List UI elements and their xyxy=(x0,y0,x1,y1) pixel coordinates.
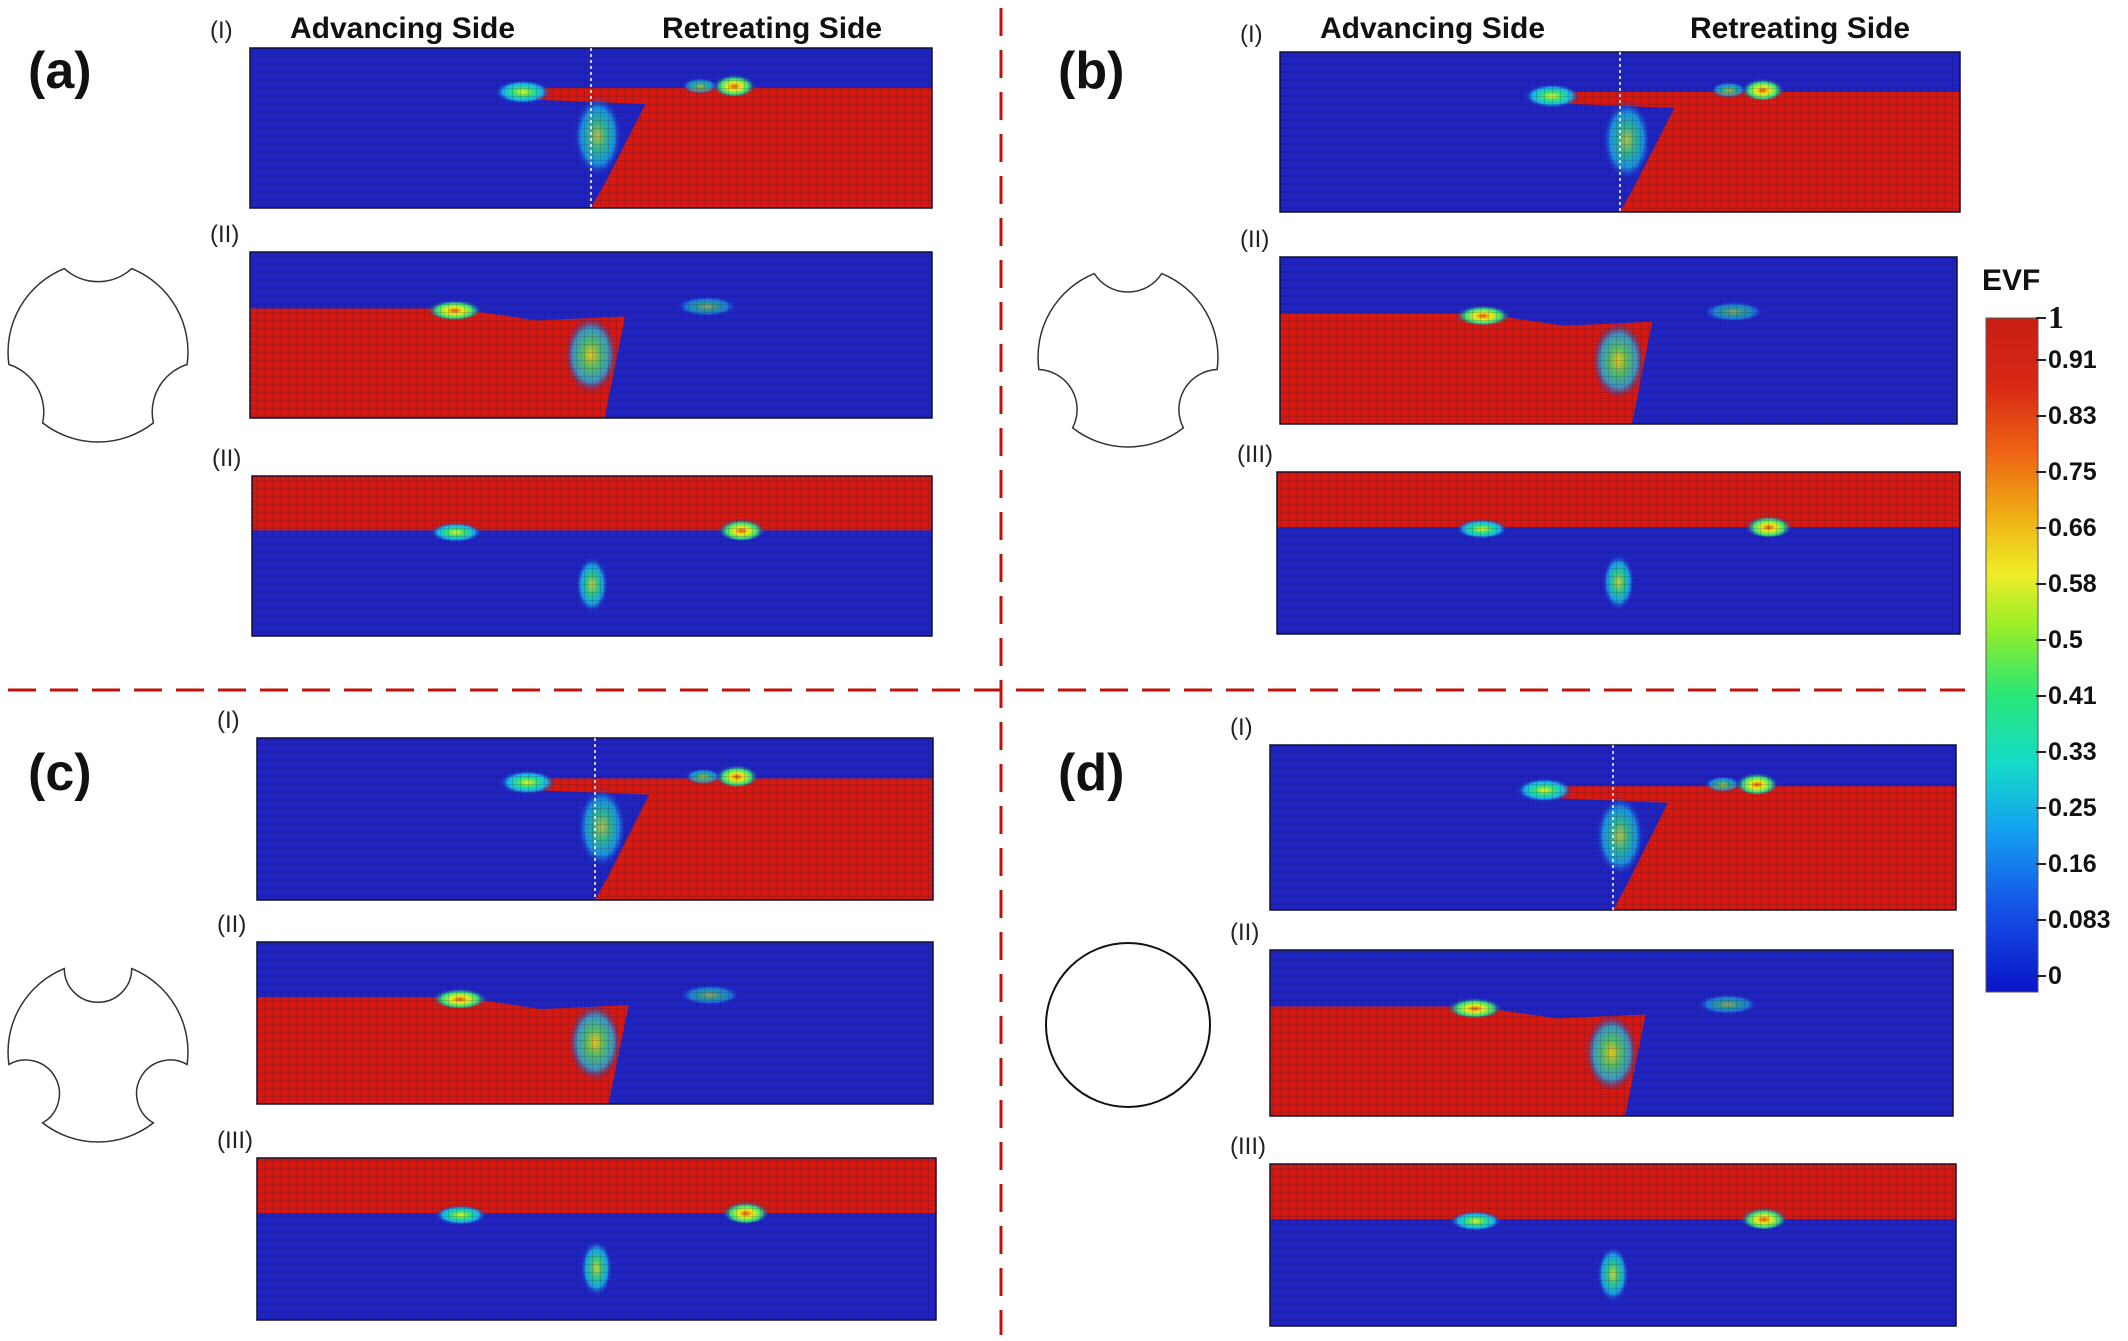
panel-b-2: (II) xyxy=(1240,226,1958,425)
tool-profile xyxy=(1037,272,1219,448)
panel-a-2: (II) xyxy=(210,221,933,419)
panel-label: (II) xyxy=(217,911,246,938)
panel-frame xyxy=(249,251,933,419)
panel-c-2: (II) xyxy=(217,911,934,1105)
mesh-grid xyxy=(1270,1164,1956,1326)
retreating-side-label: Retreating Side xyxy=(1690,12,1910,45)
quadrant-b: (b) (I) (II) (III) Advancing Side Retreating … xyxy=(1037,12,1961,635)
colorbar-tick-label: 0.58 xyxy=(2048,570,2097,598)
panel-label: (III) xyxy=(1230,1133,1266,1160)
panel-label: (I) xyxy=(210,17,233,44)
panel-b-3: (III) xyxy=(1237,441,1961,635)
quadrant-label-d: (d) xyxy=(1058,744,1124,802)
tool-profile xyxy=(7,967,189,1143)
quadrant-label-b: (b) xyxy=(1058,42,1124,100)
colorbar-tick-label: 0.083 xyxy=(2048,906,2111,934)
panel-label: (II) xyxy=(212,445,241,472)
colorbar-tick-label: 0.33 xyxy=(2048,738,2097,766)
colorbar-tick-label: 0.16 xyxy=(2048,850,2097,878)
colorbar-tick-label: 0.66 xyxy=(2048,514,2097,542)
mesh-grid xyxy=(252,476,932,636)
colorbar-tick-label: 0.91 xyxy=(2048,346,2097,374)
evf-colorbar: EVF 1 0.91 0.83 0.75 0.66 0.58 0.5 0.41 0.33 0.25… xyxy=(1982,264,2111,993)
colorbar-title: EVF xyxy=(1982,264,2040,297)
quadrant-c: (c) (I) (II) (III) xyxy=(7,707,937,1321)
panel-label: (II) xyxy=(1240,226,1269,253)
colorbar-scale xyxy=(1985,317,2039,993)
colorbar-tick-label: 0 xyxy=(2048,962,2062,990)
colorbar-tick-label: 1 xyxy=(2048,299,2064,335)
panel-label: (III) xyxy=(1237,441,1273,468)
panel-b-1: (I) xyxy=(1240,21,1961,213)
advancing-side-label: Advancing Side xyxy=(290,12,515,45)
quadrant-label-c: (c) xyxy=(28,744,92,802)
colorbar-tick-label: 0.25 xyxy=(2048,794,2097,822)
colorbar-tick-label: 0.75 xyxy=(2048,458,2097,486)
panel-label: (II) xyxy=(1230,919,1259,946)
quadrant-d: (d) (I) (II) (III) xyxy=(1045,714,1957,1327)
mesh-grid xyxy=(250,252,932,418)
mesh-grid xyxy=(1280,257,1957,424)
tool-profile xyxy=(7,267,189,443)
panel-label: (I) xyxy=(1230,714,1253,741)
quadrant-a: (a) (I) (II) (II) Advancing Side Retreating S… xyxy=(7,12,933,637)
panel-label: (II) xyxy=(210,221,239,248)
panel-frame xyxy=(1269,1163,1957,1327)
panel-label: (I) xyxy=(1240,21,1263,48)
panel-frame xyxy=(256,1157,937,1321)
panel-frame xyxy=(251,475,933,637)
mesh-grid xyxy=(1277,472,1960,634)
retreating-side-label: Retreating Side xyxy=(662,12,882,45)
panel-label: (III) xyxy=(217,1127,253,1154)
mesh-grid xyxy=(257,942,933,1104)
panel-d-1: (I) xyxy=(1230,714,1957,911)
quadrant-label-a: (a) xyxy=(28,42,92,100)
colorbar-tick-label: 0.41 xyxy=(2048,682,2097,710)
panel-a-1: (I) xyxy=(210,17,933,209)
panel-c-1: (I) xyxy=(217,707,934,901)
panel-frame xyxy=(1269,949,1954,1117)
tool-profile xyxy=(1045,942,1211,1108)
mesh-grid xyxy=(1270,745,1956,910)
panel-frame xyxy=(1276,471,1961,635)
panel-label: (I) xyxy=(217,707,240,734)
panel-d-2: (II) xyxy=(1230,919,1954,1117)
colorbar-tick-label: 0.83 xyxy=(2048,402,2097,430)
panel-a-3: (II) xyxy=(212,445,933,637)
panel-c-3: (III) xyxy=(217,1127,937,1321)
panel-d-3: (III) xyxy=(1230,1133,1957,1327)
panel-frame xyxy=(1279,256,1958,425)
mesh-grid xyxy=(1270,950,1953,1116)
colorbar-tick-label: 0.5 xyxy=(2048,626,2083,654)
panel-frame xyxy=(256,941,934,1105)
quadrant-dividers xyxy=(8,8,1965,1335)
advancing-side-label: Advancing Side xyxy=(1320,12,1545,45)
mesh-grid xyxy=(257,1158,936,1320)
